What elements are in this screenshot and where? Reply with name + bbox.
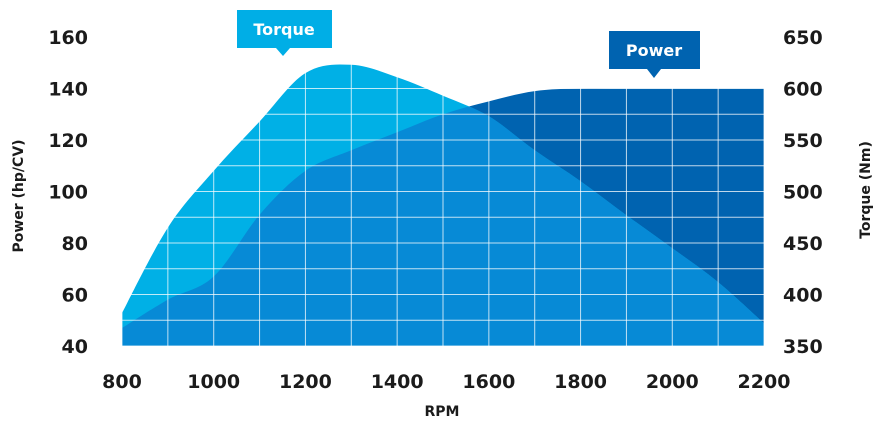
y-tick-label-right: 650 — [783, 27, 823, 49]
x-tick-label: 2000 — [646, 371, 699, 393]
y-tick-label-left: 160 — [48, 27, 88, 49]
y-tick-label-left: 100 — [48, 182, 88, 204]
y-axis-title-right: Torque (Nm) — [858, 141, 874, 239]
x-tick-label: 1000 — [187, 371, 240, 393]
torque-label-text: Torque — [253, 20, 315, 39]
x-tick-label: 800 — [102, 371, 142, 393]
y-tick-label-left: 60 — [62, 285, 88, 307]
y-tick-label-right: 600 — [783, 79, 823, 101]
x-tick-label: 1600 — [462, 371, 515, 393]
y-tick-label-left: 40 — [62, 336, 88, 358]
x-tick-label: 1200 — [279, 371, 332, 393]
y-tick-label-left: 80 — [62, 233, 88, 255]
y-tick-label-left: 140 — [48, 79, 88, 101]
y-tick-label-right: 500 — [783, 182, 823, 204]
x-axis-title: RPM — [425, 404, 460, 420]
tick-labels: 800 1000 1200 1400 1600 1800 2000 2200 40 60 80 100… — [48, 27, 822, 393]
power-label-text: Power — [626, 41, 682, 60]
y-tick-label-right: 450 — [783, 233, 823, 255]
grid-lines — [121, 36, 765, 347]
y-axis-title-left: Power (hp/CV) — [11, 139, 27, 252]
power-label-tag: Power — [609, 31, 700, 78]
y-tick-label-right: 400 — [783, 285, 823, 307]
y-tick-label-right: 550 — [783, 130, 823, 152]
x-tick-label: 1800 — [554, 371, 607, 393]
plot-areas — [122, 64, 764, 347]
y-tick-label-right: 350 — [783, 336, 823, 358]
y-tick-label-left: 120 — [48, 130, 88, 152]
x-tick-label: 1400 — [371, 371, 424, 393]
torque-label-tag: Torque — [237, 10, 332, 56]
x-tick-label: 2200 — [738, 371, 791, 393]
